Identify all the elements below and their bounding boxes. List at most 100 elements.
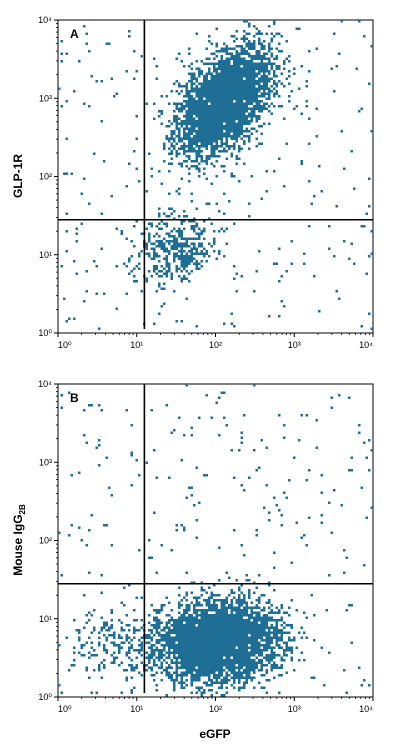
density-cell [250,47,253,50]
density-cell [278,631,281,634]
density-cell [213,135,216,138]
density-cell [190,237,193,240]
density-cell [150,275,153,278]
density-cell [210,117,213,120]
density-cell [228,75,231,78]
density-cell [238,72,241,75]
density-cell [228,100,231,103]
density-cell [240,37,243,40]
density-cell [265,634,268,637]
density-cell [248,591,251,594]
density-cell [195,262,198,265]
density-cell [178,639,181,642]
density-cell [265,75,268,78]
density-cell [285,624,288,627]
density-cell [75,232,78,235]
density-cell [220,137,223,140]
density-cell [180,674,183,677]
density-cell [268,95,271,98]
density-cell [273,634,276,637]
density-cell [288,82,291,85]
density-cell [190,601,193,604]
density-cell [200,644,203,647]
density-cell [223,60,226,63]
density-cell [188,621,191,624]
density-cell [145,227,148,230]
density-cell [248,651,251,654]
density-cell [193,621,196,624]
density-cell [213,117,216,120]
density-cell [180,270,183,273]
density-cell [268,601,271,604]
density-cell [243,554,246,557]
density-cell [175,669,178,672]
density-cell [210,644,213,647]
density-cell [128,641,131,644]
density-cell [165,639,168,642]
density-cell [243,609,246,612]
density-cell [123,604,126,607]
density-cell [163,160,166,163]
density-cell [225,52,228,55]
density-cell [128,629,131,632]
density-cell [165,694,168,697]
density-cell [243,75,246,78]
density-cell [75,629,78,632]
density-cell [198,235,201,238]
density-cell [300,414,303,417]
density-cell [265,446,268,449]
density-cell [350,456,353,459]
density-cell [105,639,108,642]
density-cell [240,57,243,60]
density-cell [190,107,193,110]
density-cell [190,160,193,163]
density-cell [230,606,233,609]
density-cell [118,651,121,654]
density-cell [188,107,191,110]
density-cell [133,649,136,652]
density-cell [148,222,151,225]
density-cell [173,255,176,258]
density-cell [195,120,198,123]
density-cell [255,145,258,148]
density-cell [228,631,231,634]
density-cell [180,599,183,602]
density-cell [158,631,161,634]
density-cell [238,157,241,160]
density-cell [188,626,191,629]
density-cell [245,90,248,93]
density-cell [243,621,246,624]
density-cell [153,664,156,667]
density-cell [265,32,268,35]
density-cell [225,611,228,614]
density-cell [163,245,166,248]
density-cell [343,669,346,672]
density-cell [233,614,236,617]
density-cell [213,110,216,113]
density-cell [180,137,183,140]
density-cell [165,137,168,140]
density-cell [135,115,138,118]
density-cell [228,85,231,88]
density-cell [203,167,206,170]
density-cell [238,629,241,632]
density-cell [223,107,226,110]
density-cell [258,661,261,664]
density-cell [203,681,206,684]
density-cell [198,135,201,138]
density-cell [198,601,201,604]
density-cell [128,649,131,652]
density-cell [215,631,218,634]
density-cell [265,601,268,604]
density-cell [225,629,228,632]
density-cell [365,456,368,459]
density-cell [110,611,113,614]
y-tick-label: 10³ [39,93,52,103]
density-cell [160,649,163,652]
density-cell [265,67,268,70]
density-cell [185,112,188,115]
density-cell [195,80,198,83]
density-cell [370,230,373,233]
density-cell [198,666,201,669]
